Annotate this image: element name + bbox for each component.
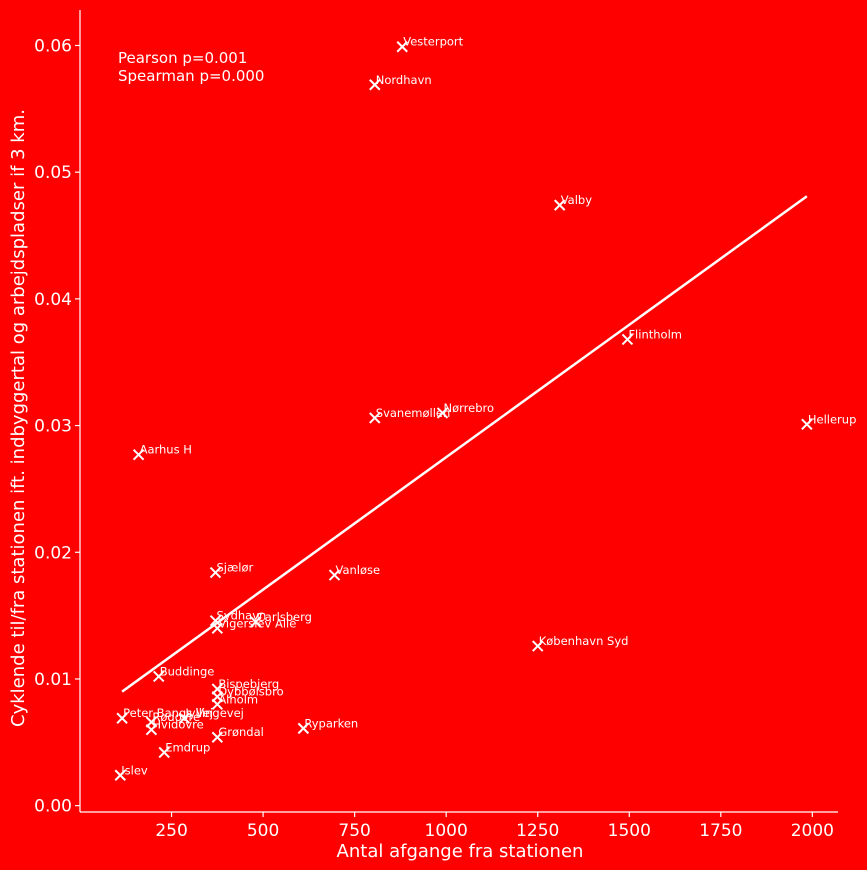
x-tick-label: 500 — [247, 821, 279, 841]
data-point: Grøndal — [211, 725, 264, 743]
data-point: Flintholm — [621, 327, 682, 346]
point-label: Carlsberg — [257, 610, 312, 624]
data-point: Valby — [553, 193, 593, 211]
point-label: Valby — [561, 193, 593, 207]
x-marker-stroke — [132, 449, 145, 461]
point-label: Bispebjerg — [218, 677, 279, 691]
y-tick-label: 0.01 — [34, 670, 72, 690]
data-point: Buddinge — [153, 664, 215, 683]
data-point: Vesterport — [396, 35, 464, 53]
point-label: Nørrebro — [444, 401, 495, 415]
point-label: Jyllingevej — [184, 706, 244, 720]
x-marker-stroke — [621, 333, 634, 346]
y-tick-label: 0.00 — [34, 797, 72, 817]
y-tick-label: 0.02 — [34, 543, 72, 563]
data-point: Ålholm — [211, 691, 258, 711]
data-point: Ryparken — [297, 716, 358, 735]
point-label: Emdrup — [165, 740, 210, 754]
data-points: Vesterport Nordhavn Valby Flintholm Nørrebro… — [114, 35, 857, 781]
point-label: Svanemøllen — [376, 406, 451, 420]
x-marker-stroke — [328, 569, 341, 581]
x-tick-label: 750 — [338, 821, 370, 841]
x-marker-stroke — [153, 670, 165, 683]
point-label: Hellerup — [808, 412, 857, 426]
x-marker-stroke — [436, 407, 449, 419]
data-point: Hvidovre — [145, 718, 204, 736]
y-tick-label: 0.06 — [34, 36, 72, 56]
point-label: Islev — [121, 763, 148, 777]
x-marker-stroke — [801, 418, 813, 431]
x-marker-stroke — [211, 622, 224, 634]
data-point: Nordhavn — [369, 73, 432, 91]
x-tick-label: 1250 — [516, 821, 559, 841]
point-label: Buddinge — [160, 664, 215, 678]
x-tick-label: 250 — [155, 821, 187, 841]
point-label: Ålholm — [218, 691, 258, 706]
point-label: Hvidovre — [152, 718, 203, 732]
data-point: Hellerup — [801, 412, 857, 431]
x-tick-label: 2000 — [791, 821, 834, 841]
point-label: Vanløse — [335, 563, 380, 577]
point-label: København Syd — [539, 634, 629, 648]
y-tick-label: 0.05 — [34, 163, 72, 183]
data-point: Aarhus H — [132, 443, 192, 461]
x-marker-stroke — [211, 731, 224, 743]
x-tick-label: 1000 — [425, 821, 468, 841]
spearman-annotation: Spearman p=0.000 — [118, 67, 264, 85]
point-label: Sjælør — [216, 561, 253, 575]
data-point: Peter Bangs Vej — [116, 706, 213, 724]
point-label: Ryparken — [304, 716, 358, 730]
data-point: Carlsberg — [250, 610, 312, 628]
x-marker-stroke — [369, 79, 381, 91]
data-point: Svanemøllen — [369, 406, 451, 424]
point-label: Peter Bangs Vej — [123, 706, 213, 720]
y-tick-label: 0.04 — [34, 290, 72, 310]
regression-line-group — [121, 195, 808, 693]
point-label: Vigerslev Allé — [218, 616, 296, 630]
x-marker-stroke — [553, 199, 566, 211]
x-marker-stroke — [532, 640, 544, 652]
data-point: Vigerslev Allé — [211, 616, 296, 634]
pearson-annotation: Pearson p=0.001 — [118, 49, 247, 67]
data-point: Nørrebro — [436, 401, 495, 419]
point-label: Aarhus H — [140, 443, 192, 457]
data-point: Vanløse — [328, 563, 380, 581]
point-label: Nordhavn — [376, 73, 432, 87]
x-tick-label: 1750 — [699, 821, 742, 841]
x-marker-stroke — [209, 566, 222, 579]
point-label: Flintholm — [628, 327, 682, 341]
x-axis-label: Antal afgange fra stationen — [337, 841, 584, 862]
x-marker-stroke — [396, 41, 408, 53]
data-point: København Syd — [532, 634, 629, 652]
x-marker-stroke — [114, 769, 126, 781]
x-tick-label: 1500 — [608, 821, 651, 841]
x-marker-stroke — [116, 712, 128, 724]
axes: 250 500 750 1000 1250 1500 1750 2000 0.00 0.01 0.0… — [34, 10, 838, 841]
x-marker-stroke — [297, 722, 310, 735]
regression-line — [121, 195, 808, 693]
x-marker-stroke — [211, 698, 224, 711]
x-marker-stroke — [369, 412, 381, 424]
data-point: Emdrup — [158, 740, 210, 759]
y-tick-label: 0.03 — [34, 417, 72, 437]
point-label: Grøndal — [218, 725, 264, 739]
x-marker-stroke — [158, 746, 170, 759]
data-point: Islev — [114, 763, 148, 781]
point-label: Dybbølsbro — [218, 685, 283, 699]
x-marker-stroke — [178, 712, 191, 724]
x-marker-stroke — [250, 616, 262, 628]
data-point: Sjælør — [209, 561, 254, 579]
data-point: Jyllingevej — [178, 706, 244, 724]
y-axis-label: Cyklende til/fra stationen ift. indbygge… — [8, 109, 29, 727]
x-marker-stroke — [145, 723, 158, 736]
point-label: Vesterport — [403, 35, 463, 49]
